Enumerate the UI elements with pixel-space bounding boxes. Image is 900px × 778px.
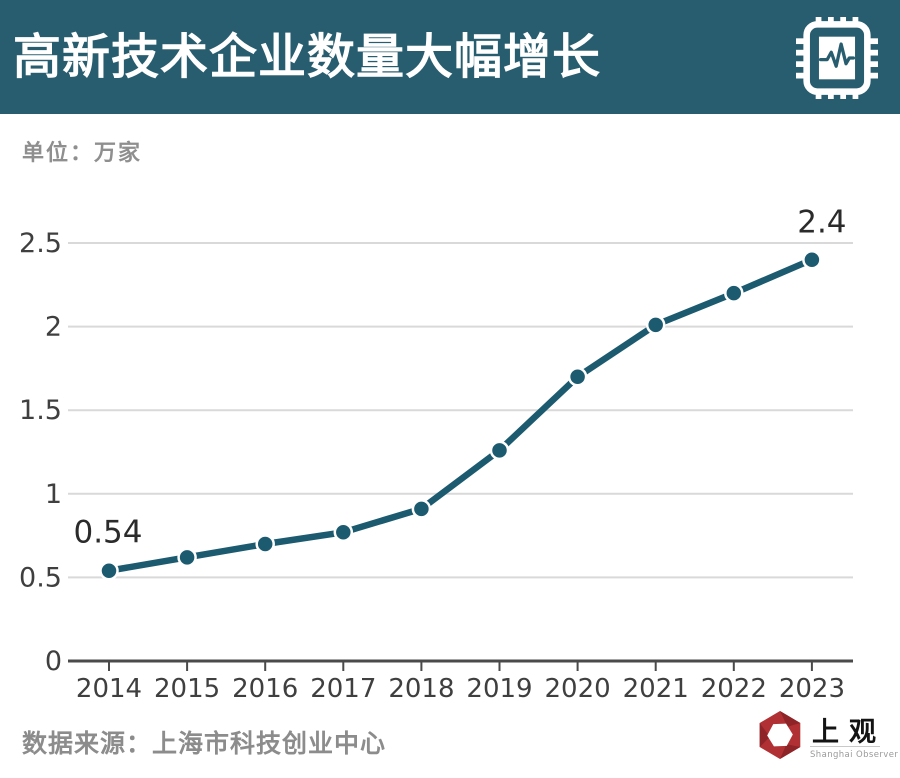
data-line [105,256,816,574]
y-tick-label: 1 [45,479,62,510]
x-tick-label: 2020 [545,674,611,704]
x-tick-label: 2014 [76,674,142,704]
data-point [333,522,354,543]
value-annotation: 2.4 [797,205,846,241]
x-tick-label: 2016 [232,674,298,704]
aperture-hexagon-icon [759,711,801,759]
x-tick-label: 2021 [623,674,689,704]
data-point [567,367,588,387]
data-point [645,315,666,335]
x-tick-label: 2019 [466,674,532,704]
x-tick-label: 2018 [388,674,454,704]
shanghai-observer-logo: 上观 Shanghai Observer [756,708,899,766]
x-tick-label: 2022 [701,674,767,704]
data-point [489,440,510,461]
y-tick-label: 2 [45,312,62,343]
page-title: 高新技术企业数量大幅增长 [13,29,602,85]
data-point [255,534,275,554]
y-tick-label: 1.5 [19,395,62,426]
data-point [99,560,119,581]
data-point [724,283,744,303]
y-tick-label: 2.5 [19,228,62,259]
logo-en-text: Shanghai Observer [810,750,899,760]
header-banner: 高新技术企业数量大幅增长 [0,0,900,114]
y-tick-label: 0 [45,646,62,677]
data-point [177,547,197,568]
x-tick-label: 2015 [154,674,220,704]
unit-label: 单位：万家 [22,140,143,166]
data-point [802,249,822,270]
value-annotation: 0.54 [73,515,142,551]
data-source-label: 数据来源：上海市科技创业中心 [22,729,387,758]
data-point [411,499,432,519]
logo-divider [810,746,880,747]
chip-pulse-icon [796,17,878,99]
y-tick-label: 0.5 [19,562,62,593]
x-tick-label: 2017 [310,674,376,704]
logo-cn-text: 上观 [812,717,886,748]
x-tick-label: 2023 [779,674,845,704]
